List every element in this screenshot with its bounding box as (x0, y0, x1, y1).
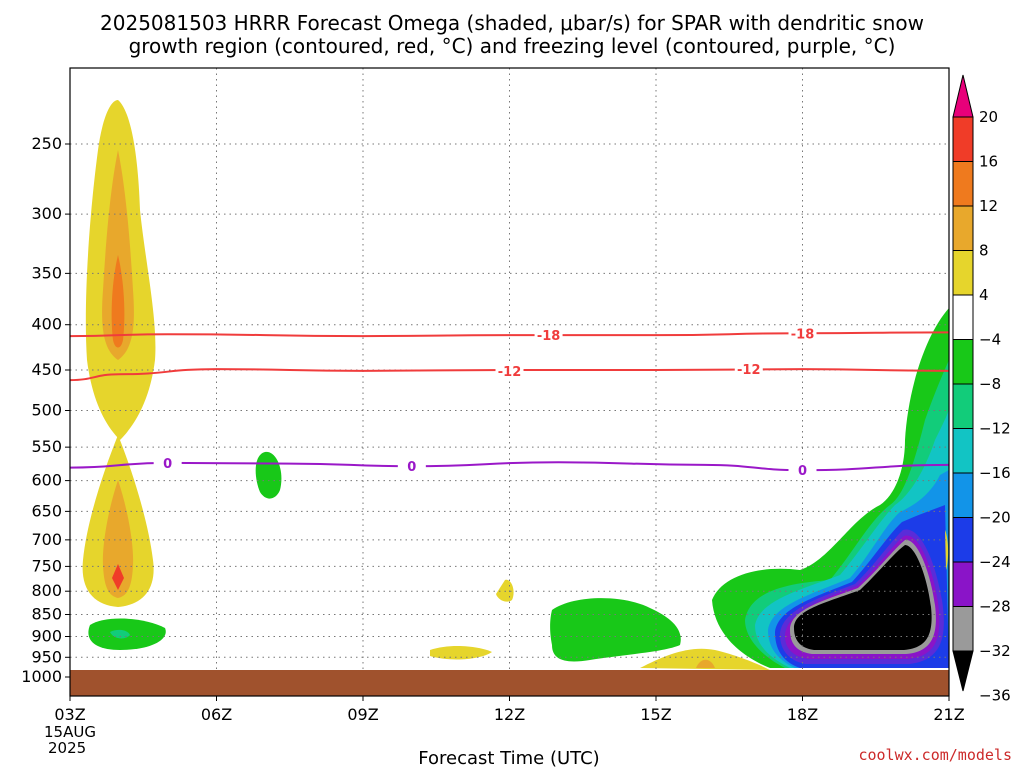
colorbar-label: −4 (979, 331, 1001, 349)
colorbar-segment (952, 383, 974, 429)
colorbar-segment (952, 606, 974, 652)
isotherm-line-12 (70, 368, 949, 382)
rising-omega-16-lower (112, 564, 124, 590)
contour-label: -12 (737, 363, 761, 378)
x-axis: 03Z 06Z 09Z 12Z 15Z 18Z 21Z (54, 696, 965, 724)
y-axis: 250 300 350 400 450 500 550 600 650 700 750 800 850 9… (21, 134, 70, 686)
contour-label-bg (495, 362, 524, 378)
colorbar-segment (952, 517, 974, 563)
colorbar-segment (952, 116, 974, 162)
y-tick-label: 250 (31, 134, 62, 153)
colorbar-segment (952, 472, 974, 518)
colorbar-label: 16 (979, 153, 998, 171)
colorbar-bottom-arrow (952, 650, 974, 692)
colorbar-label: −32 (979, 642, 1011, 660)
y-tick-label: 750 (31, 556, 62, 575)
colorbar-segment (952, 294, 974, 340)
colorbar-label: −20 (979, 509, 1011, 527)
y-tick-label: 500 (31, 401, 62, 420)
contour-label: 0 (407, 460, 416, 475)
y-tick-label: 350 (31, 263, 62, 282)
chart-title-line-1: 2025081503 HRRR Forecast Omega (shaded, … (100, 11, 924, 35)
colorbar-label: 4 (979, 286, 989, 304)
y-tick-label: 300 (31, 204, 62, 223)
colorbar-label: −24 (979, 553, 1011, 571)
y-tick-label: 600 (31, 471, 62, 490)
ground-band (70, 670, 949, 696)
colorbar-segment (952, 428, 974, 474)
rising-omega-8-lower (102, 480, 134, 598)
colorbar-label: 20 (979, 108, 998, 126)
contour-label: -18 (791, 327, 815, 342)
x-tick-label: 09Z (347, 705, 378, 724)
x-tick-label: 12Z (494, 705, 525, 724)
contour-label-bg (734, 361, 763, 377)
x-tick-label: 21Z (933, 705, 964, 724)
contour-label: -12 (498, 365, 522, 380)
colorbar-segment (952, 339, 974, 385)
chart-title-line-2: growth region (contoured, red, °C) and f… (129, 34, 896, 58)
y-tick-label: 900 (31, 626, 62, 645)
y-tick-label: 650 (31, 501, 62, 520)
sinking-omega-850-15z (550, 598, 681, 662)
contour-label-bg (153, 454, 182, 470)
rising-omega-1000-16z-inner (696, 659, 715, 668)
y-tick-label: 1000 (21, 667, 62, 686)
colorbar-segment (952, 250, 974, 296)
contour-lines: -18 -18 -12 -12 0 0 0 (70, 325, 949, 479)
colorbar-label: −28 (979, 598, 1011, 616)
y-tick-label: 700 (31, 530, 62, 549)
colorbar-segment (952, 161, 974, 207)
plot-area: -18 -18 -12 -12 0 0 0 (70, 68, 949, 696)
rising-omega-1000-16z (640, 648, 770, 670)
x-tick-label: 06Z (201, 705, 232, 724)
colorbar-segment (952, 561, 974, 607)
colorbar-label: −16 (979, 464, 1011, 482)
y-tick-label: 400 (31, 315, 62, 334)
x-tick-label: 15Z (640, 705, 671, 724)
rising-omega-950 (430, 645, 492, 660)
contour-label-bg (788, 325, 817, 341)
contour-label-bg (534, 327, 563, 343)
x-tick-label: 18Z (787, 705, 818, 724)
sinking-omega-minus36 (794, 545, 932, 650)
contour-label-bg (397, 458, 426, 474)
y-tick-label: 800 (31, 581, 62, 600)
colorbar: 20 16 12 8 4 −4 −8 −12 −16 −20 −24 −28 −32 −36 (952, 74, 1011, 705)
contour-label: 0 (798, 464, 807, 479)
contour-label: 0 (163, 457, 172, 472)
x-axis-title: Forecast Time (UTC) (418, 748, 599, 768)
contour-label-bg (788, 462, 817, 478)
date-label-day: 15AUG (44, 723, 96, 741)
x-tick-label: 03Z (54, 705, 85, 724)
colorbar-label: −8 (979, 375, 1001, 393)
date-label-year: 2025 (48, 739, 86, 757)
colorbar-label: 8 (979, 242, 989, 260)
colorbar-top-arrow (952, 74, 974, 118)
grid-lines (70, 68, 949, 696)
y-tick-label: 950 (31, 647, 62, 666)
credit-text: coolwx.com/models (858, 746, 1012, 764)
y-tick-label: 550 (31, 437, 62, 456)
colorbar-label: −36 (979, 687, 1011, 705)
contour-label: -18 (537, 329, 561, 344)
colorbar-segment (952, 205, 974, 251)
colorbar-label: 12 (979, 197, 998, 215)
y-tick-label: 450 (31, 360, 62, 379)
colorbar-label: −12 (979, 420, 1011, 438)
y-tick-label: 850 (31, 605, 62, 624)
